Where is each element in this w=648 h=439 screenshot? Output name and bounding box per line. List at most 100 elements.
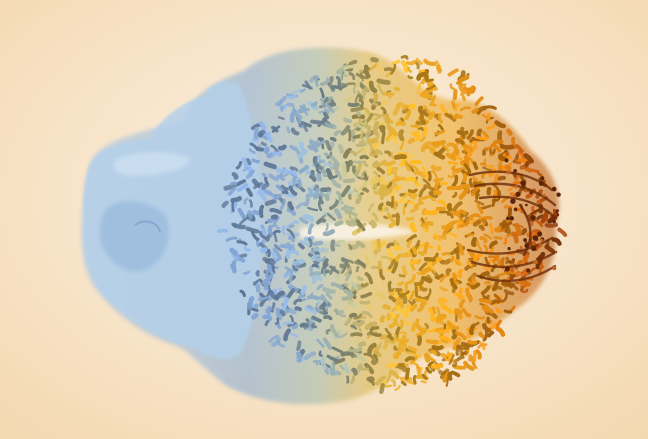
density-blob xyxy=(451,359,458,368)
density-blob xyxy=(435,319,445,325)
density-blob xyxy=(348,299,357,309)
density-blob xyxy=(407,137,416,145)
density-blob xyxy=(322,337,332,350)
density-blob xyxy=(382,304,392,311)
density-blob xyxy=(247,210,253,220)
sidechain-atom xyxy=(510,267,515,272)
density-blob xyxy=(312,322,318,329)
density-blob xyxy=(248,199,253,208)
density-blob xyxy=(442,227,450,237)
density-blob xyxy=(474,96,484,106)
density-blob xyxy=(502,292,509,303)
density-blob xyxy=(231,201,235,213)
density-blob xyxy=(398,362,407,369)
density-blob xyxy=(297,242,305,250)
density-blob xyxy=(358,94,363,103)
density-blob xyxy=(263,131,271,137)
density-blob xyxy=(540,210,549,224)
density-blob xyxy=(444,354,450,360)
density-blob xyxy=(405,216,415,221)
density-blob xyxy=(400,60,409,73)
density-blob xyxy=(243,246,251,252)
density-blob xyxy=(465,287,472,300)
density-blob xyxy=(356,220,366,232)
density-blob xyxy=(387,118,394,124)
density-blob xyxy=(333,243,341,247)
density-blob xyxy=(281,190,289,195)
density-blob xyxy=(230,196,242,203)
sidechain-atom xyxy=(532,235,539,241)
density-blob xyxy=(231,222,237,228)
density-blob xyxy=(469,213,480,219)
density-blob xyxy=(451,324,460,331)
density-blob xyxy=(350,217,359,224)
density-blob xyxy=(503,237,508,245)
density-blob xyxy=(312,240,324,247)
density-blob xyxy=(428,111,436,121)
density-blob xyxy=(513,173,521,181)
density-blob xyxy=(371,219,377,228)
density-blob xyxy=(395,121,406,127)
density-blob xyxy=(335,75,341,86)
density-blob xyxy=(433,252,439,259)
density-blob xyxy=(343,64,355,70)
density-blob xyxy=(251,312,259,320)
density-blob xyxy=(409,206,420,213)
density-blob xyxy=(503,289,515,296)
density-blob xyxy=(514,158,521,165)
density-blob xyxy=(270,250,277,260)
density-blob xyxy=(430,363,444,369)
density-blob xyxy=(364,321,378,330)
density-blob xyxy=(387,339,395,345)
density-blob xyxy=(447,161,459,166)
density-blob xyxy=(476,128,483,138)
density-blob xyxy=(419,110,429,117)
density-blob xyxy=(433,233,442,242)
density-blob xyxy=(260,141,267,147)
density-blob xyxy=(287,201,295,211)
density-blob xyxy=(515,270,528,277)
density-blob xyxy=(366,330,377,339)
density-blob xyxy=(316,256,327,263)
density-blob xyxy=(250,307,259,312)
density-blob xyxy=(478,224,485,231)
density-blob xyxy=(323,111,329,120)
density-blob xyxy=(378,125,386,133)
density-blob xyxy=(492,139,504,146)
density-blobs xyxy=(217,54,568,395)
density-blob xyxy=(450,255,455,263)
sidechain-atom xyxy=(538,181,544,186)
density-blob xyxy=(394,363,407,373)
density-blob xyxy=(484,256,490,266)
density-blob xyxy=(401,265,408,276)
density-blob xyxy=(466,129,474,140)
sidechain-atom xyxy=(531,246,537,252)
density-blob xyxy=(428,191,438,199)
density-blob xyxy=(263,282,269,290)
density-blob xyxy=(414,61,420,70)
density-blob xyxy=(557,227,568,237)
density-blob xyxy=(517,280,530,288)
density-blob xyxy=(447,372,453,381)
density-blob xyxy=(318,350,323,357)
density-blob xyxy=(467,339,478,345)
density-blob xyxy=(315,165,322,174)
density-blob xyxy=(355,351,367,363)
density-blob xyxy=(404,320,411,326)
density-blob xyxy=(401,338,410,344)
density-blob xyxy=(438,297,448,304)
density-blob xyxy=(272,229,281,235)
density-blob xyxy=(316,338,325,348)
density-blob xyxy=(489,299,501,305)
sidechain-atom xyxy=(537,231,543,237)
density-blob xyxy=(248,148,256,154)
density-blob xyxy=(394,185,402,191)
density-blob xyxy=(288,235,295,243)
density-blob xyxy=(439,286,448,292)
density-blob xyxy=(292,220,299,225)
density-blob xyxy=(255,146,264,152)
density-blob xyxy=(376,238,381,250)
density-blob xyxy=(273,193,282,201)
density-blob xyxy=(466,258,473,267)
